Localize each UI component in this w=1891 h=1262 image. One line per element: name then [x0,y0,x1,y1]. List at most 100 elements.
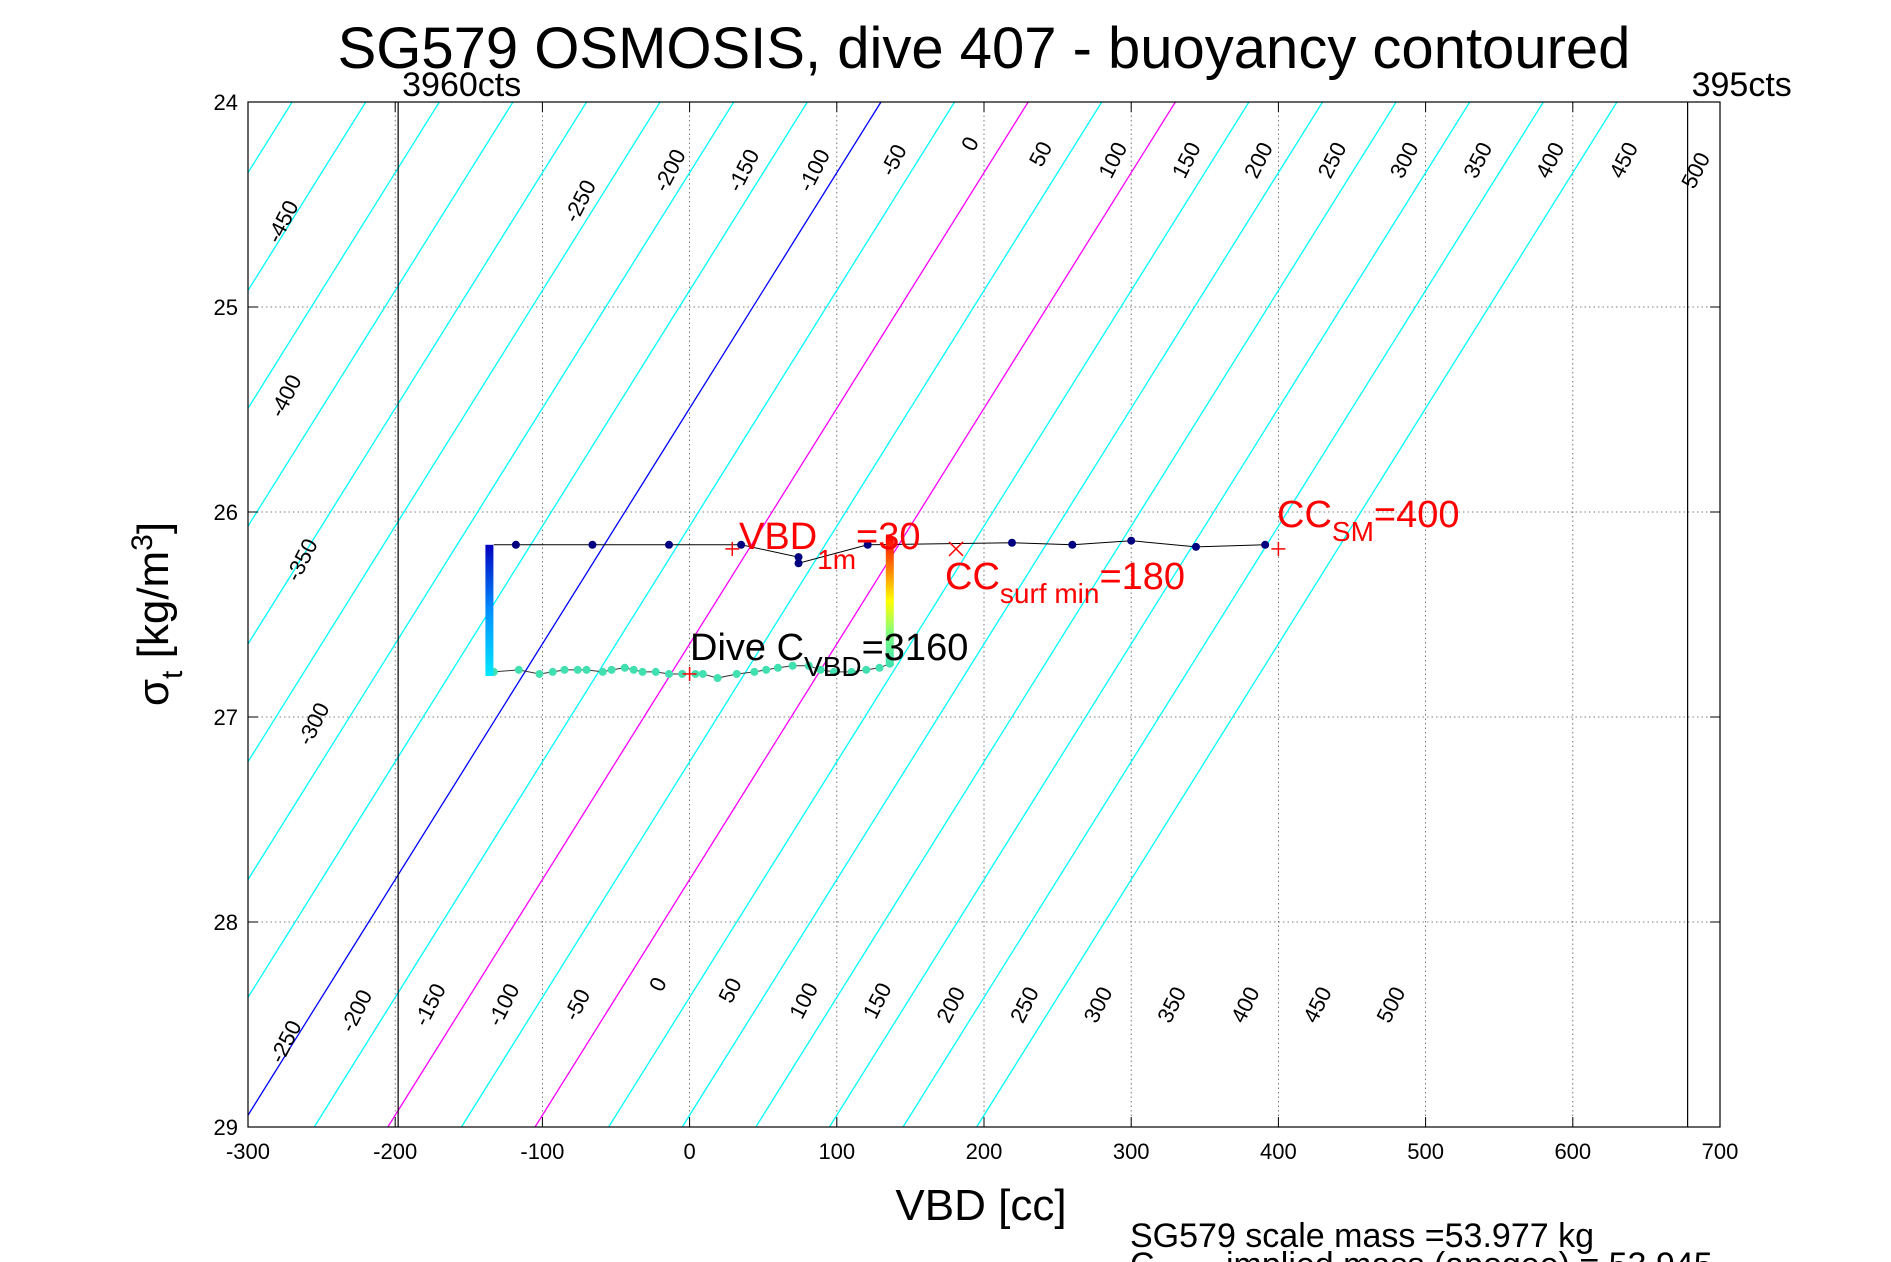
trajectory-point [737,540,746,549]
trajectory-point [732,669,741,678]
contour-line [248,102,367,292]
x-marker [948,541,964,557]
trajectory-point [829,667,838,676]
trajectory-point [1127,536,1136,545]
trajectory-point [588,540,597,549]
x-tick-label: -100 [520,1139,564,1164]
trajectory-point [875,663,884,672]
vbd-limit-label: 3960cts [402,66,521,104]
contour-line [313,102,956,1127]
reference-markers [682,541,1286,681]
trajectory-point [638,667,647,676]
contour-line [681,102,1324,1127]
vbd-limit-label: 395cts [1692,66,1792,104]
trajectory-point [560,665,569,674]
contour-line [248,102,882,1117]
x-tick-label: 0 [683,1139,695,1164]
trajectory-point [1007,538,1016,547]
y-tick-label: 26 [214,500,238,525]
trajectory-point [664,669,673,678]
x-axis-label: VBD [cc] [895,1181,1066,1230]
y-tick-label: 29 [214,1115,238,1140]
trajectory-point [863,540,872,549]
contour-line [828,102,1471,1127]
trajectory-point [794,559,803,568]
y-tick-label: 24 [214,90,238,115]
contour-line [248,102,661,763]
contour-line [755,102,1397,1127]
footer-implied-mass-c: C [1130,1246,1155,1262]
x-tick-label: 600 [1554,1139,1591,1164]
trajectory-point [750,667,759,676]
x-tick-label: 500 [1407,1139,1444,1164]
vbd-limit-lines: 3960cts 395cts [397,66,1792,1127]
annotation-dive-c-vbd: Dive CVBD=3160 [690,627,968,682]
trajectory-point [582,665,591,674]
trajectory-point [607,665,616,674]
contour-line [387,102,1029,1127]
annotation-cc-sm: CCSM=400 [1277,494,1459,547]
trajectory-point [1068,540,1077,549]
y-tick-label: 25 [214,295,238,320]
footer-scale-mass: SG579 scale mass =53.977 kg [1130,1217,1594,1255]
buoyancy-contours [0,102,1618,1127]
contour-line [608,102,1250,1127]
trajectory-point [548,667,557,676]
trajectory-point [573,665,582,674]
trajectory-point [862,665,871,674]
trajectory-point [511,540,520,549]
x-tick-label: 400 [1260,1139,1297,1164]
trajectory-point [713,674,722,683]
trajectory-point [629,665,638,674]
axis-ticks: -300 -200 -100 0 100 200 300 400 500 600 700 24 25 26… [214,90,1739,1164]
trajectory-point [847,667,856,676]
contour-line [248,102,440,410]
contour-line [902,102,1544,1127]
trajectory-point [816,665,825,674]
footer-implied-mass: implied mass (apogee) = 53.945 [1226,1246,1713,1262]
contour-line [0,102,145,1127]
trajectory-point [698,669,707,678]
contour-line [248,102,588,646]
contour-line [0,102,71,1127]
trajectory-point [651,667,660,676]
dive-trajectory [485,536,1270,683]
trajectory-point [794,553,803,562]
y-tick-label: 28 [214,910,238,935]
plus-marker [682,666,697,681]
chart-title: SG579 OSMOSIS, dive 407 - buoyancy conto… [338,16,1631,81]
contour-line [248,102,514,528]
trajectory-point [788,661,797,670]
contour-line [460,102,1103,1127]
x-tick-label: 300 [1113,1139,1150,1164]
annotation-vbd-1m: VBD1m=30 [739,516,921,575]
trajectory-point [598,667,607,676]
trajectory-point [773,663,782,672]
contour-line [248,102,735,881]
y-tick-label: 27 [214,705,238,730]
trajectory-point [664,540,673,549]
contour-line [976,102,1618,1127]
contour-line [0,102,219,1127]
x-tick-label: 100 [818,1139,855,1164]
x-tick-label: -200 [373,1139,417,1164]
trajectory-point [535,669,544,678]
trajectory-point [678,669,687,678]
contour-line [534,102,1176,1127]
vertical-colored-bar [885,536,894,666]
x-tick-label: -300 [226,1139,270,1164]
trajectory-point [514,665,523,674]
trajectory-point [1261,540,1270,549]
annotation-cc-surf-min: CCsurf min=180 [945,556,1185,609]
trajectory-point [804,661,813,670]
trajectory-point [620,663,629,672]
plus-marker [1271,541,1286,556]
y-axis-label: σt [kg/m3] [126,522,189,706]
annotation-vbd-1m-sub: 1m [817,544,856,575]
x-tick-label: 200 [966,1139,1003,1164]
trajectory-point [762,665,771,674]
trajectory-point [1191,542,1200,551]
x-tick-label: 700 [1702,1139,1739,1164]
vertical-colored-bar [485,544,494,676]
